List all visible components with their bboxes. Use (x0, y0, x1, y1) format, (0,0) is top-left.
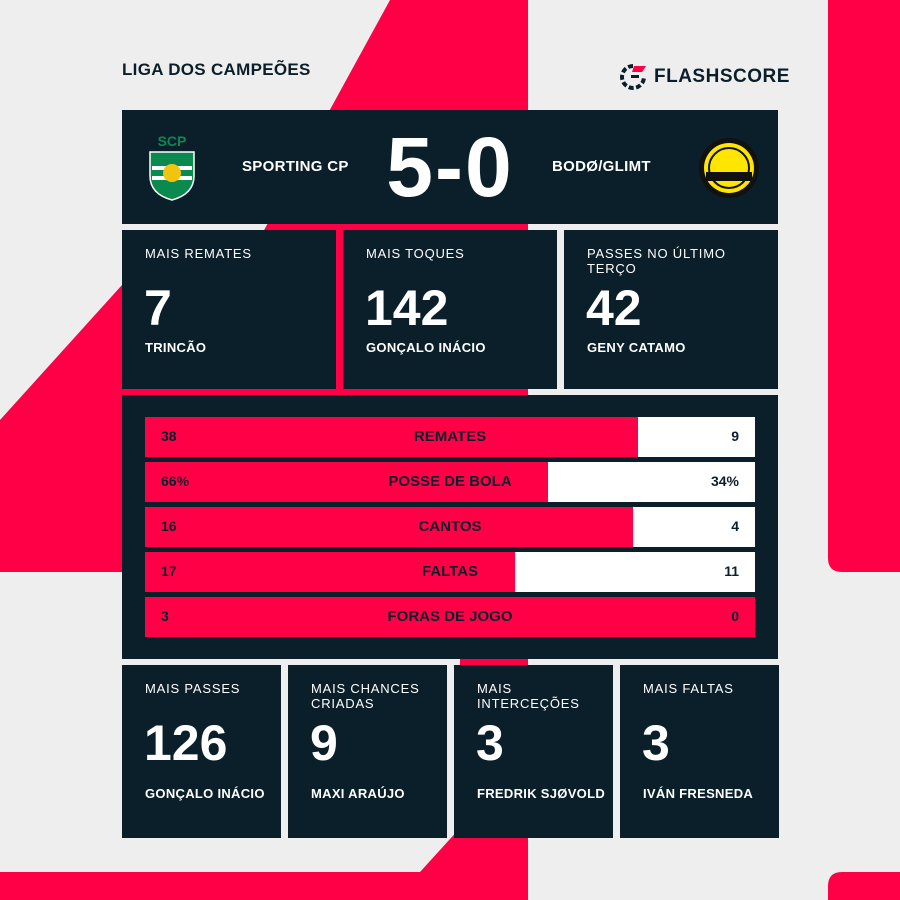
stat-name: POSSE DE BOLA (388, 473, 512, 490)
player-name: IVÁN FRESNEDA (643, 786, 754, 801)
league-title: LIGA DOS CAMPEÕES (122, 60, 311, 79)
away-value: 0 (731, 608, 739, 624)
stat-label: MAIS INTERCEÇÕES (477, 681, 580, 711)
stat-value: 9 (310, 715, 338, 771)
stat-bar-faltas: 17 FALTAS 11 (145, 552, 755, 592)
stat-value: 126 (144, 715, 228, 771)
away-value: 9 (731, 428, 739, 444)
stat-card: MAIS CHANCES CRIADAS 9 MAXI ARAÚJO (288, 665, 447, 838)
stat-card: MAIS PASSES 126 GONÇALO INÁCIO (122, 665, 281, 838)
home-share-fill (145, 462, 548, 502)
stat-card: MAIS INTERCEÇÕES 3 FREDRIK SJØVOLD (454, 665, 613, 838)
stat-bar-foras-de-jogo: 3 FORAS DE JOGO 0 (145, 597, 755, 637)
stat-name: CANTOS (418, 518, 482, 535)
stat-card: PASSES NO ÚLTIMO TERÇO 42 GENY CATAMO (564, 230, 778, 389)
stat-value: 7 (144, 280, 172, 336)
home-share-fill (145, 552, 516, 592)
stat-label: MAIS TOQUES (366, 246, 465, 261)
away-team-name: BODØ/GLIMT (552, 158, 651, 175)
flashscore-icon (620, 64, 646, 90)
svg-text:SCP: SCP (158, 133, 187, 149)
stat-label: MAIS CHANCES CRIADAS (311, 681, 420, 711)
player-name: GONÇALO INÁCIO (366, 340, 486, 355)
home-share-fill (145, 507, 633, 547)
stat-value: 3 (642, 715, 670, 771)
stat-name: FALTAS (421, 563, 479, 580)
stat-card: MAIS FALTAS 3 IVÁN FRESNEDA (620, 665, 779, 838)
stat-bar-remates: 38 REMATES 9 (145, 417, 755, 457)
home-team-name: SPORTING CP (242, 158, 349, 175)
stat-label: MAIS PASSES (145, 681, 241, 696)
player-name: MAXI ARAÚJO (311, 786, 405, 801)
bodo-glimt-logo (699, 138, 759, 198)
comparison-panel: 38 REMATES 9 66% POSSE DE BOLA 34% 16 CA… (122, 395, 778, 659)
sporting-logo: SCP (149, 133, 195, 201)
stat-label: MAIS REMATES (145, 246, 252, 261)
home-value: 16 (161, 518, 177, 534)
match-score: 5-0 (386, 120, 514, 214)
stat-label: PASSES NO ÚLTIMO TERÇO (587, 246, 726, 276)
flashscore-logo: FLASHSCORE (618, 62, 790, 92)
stat-value: 42 (586, 280, 642, 336)
stat-label: MAIS FALTAS (643, 681, 734, 696)
home-value: 66% (161, 473, 190, 489)
away-value: 11 (724, 563, 739, 579)
home-value: 17 (161, 563, 177, 579)
player-name: TRINCÃO (145, 340, 207, 355)
stat-value: 142 (365, 280, 449, 336)
home-value: 3 (161, 608, 169, 624)
stat-value: 3 (476, 715, 504, 771)
stat-card: MAIS TOQUES 142 GONÇALO INÁCIO (343, 230, 557, 389)
player-name: FREDRIK SJØVOLD (477, 786, 606, 801)
home-share-fill (145, 597, 755, 637)
home-value: 38 (161, 428, 177, 444)
stat-bar-posse-de-bola: 66% POSSE DE BOLA 34% (145, 462, 755, 502)
home-share-fill (145, 417, 639, 457)
scoreboard: SCP SPORTING CP 5-0 BODØ/GLIMT (122, 110, 778, 224)
stat-name: REMATES (413, 428, 487, 445)
away-value: 4 (731, 518, 739, 534)
stat-bar-cantos: 16 CANTOS 4 (145, 507, 755, 547)
player-name: GENY CATAMO (587, 340, 686, 355)
stat-card: MAIS REMATES 7 TRINCÃO (122, 230, 336, 389)
player-name: GONÇALO INÁCIO (145, 786, 265, 801)
away-value: 34% (710, 473, 739, 489)
stat-name: FORAS DE JOGO (387, 608, 513, 625)
